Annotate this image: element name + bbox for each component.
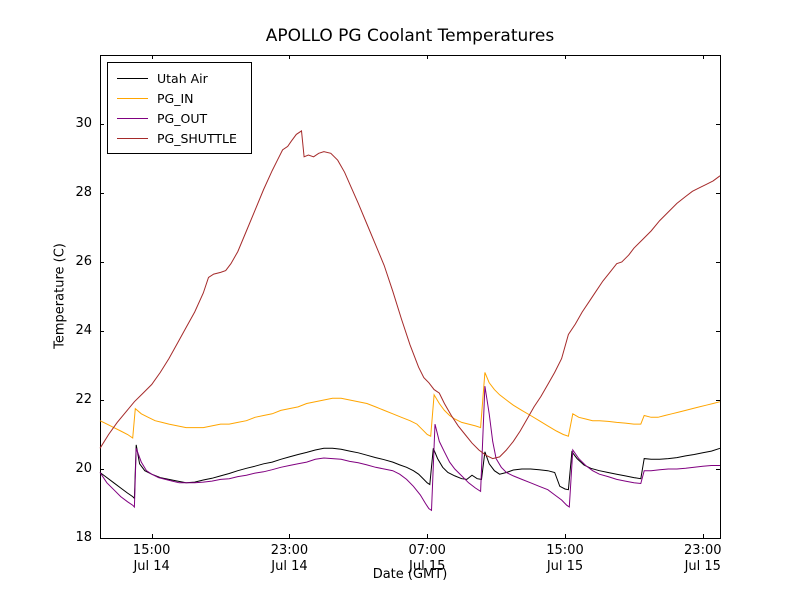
series-line-pg-in	[99, 372, 721, 439]
x-tick-date: Jul 15	[546, 559, 584, 575]
legend-line-utah-air	[117, 77, 148, 79]
legend-label-pg-shuttle: PG_SHUTTLE	[157, 130, 237, 146]
legend-entry-pg-out: PG_OUT	[117, 110, 237, 126]
x-tick-label: 15:00 Jul 14	[132, 543, 171, 575]
legend-line-pg-in	[117, 97, 148, 99]
series-line-pg-out	[99, 386, 720, 512]
y-tick-label: 24	[75, 323, 92, 338]
x-tick-date: Jul 14	[271, 559, 308, 575]
legend-entry-pg-in: PG_IN	[117, 90, 237, 106]
series-line-pg-shuttle	[99, 130, 721, 460]
legend-label-utah-air: Utah Air	[157, 70, 208, 86]
x-tick-date: Jul 15	[409, 559, 446, 575]
y-tick-label: 18	[75, 530, 92, 545]
legend-line-pg-shuttle	[117, 137, 148, 139]
y-tick-label: 28	[75, 185, 92, 200]
x-tick-label: 15:00 Jul 15	[546, 543, 584, 575]
legend-label-pg-in: PG_IN	[157, 90, 194, 106]
x-tick-date: Jul 14	[133, 559, 170, 575]
x-tick-label: 07:00 Jul 15	[408, 543, 446, 575]
series-line-utah-air	[99, 444, 721, 500]
y-tick-label: 22	[75, 392, 92, 407]
legend: Utah Air PG_IN PG_OUT PG_SHUTTLE	[107, 62, 252, 154]
axes-frame	[100, 55, 721, 539]
legend-entry-pg-shuttle: PG_SHUTTLE	[117, 130, 237, 146]
legend-label-pg-out: PG_OUT	[157, 110, 208, 126]
chart-title: APOLLO PG Coolant Temperatures	[265, 26, 555, 46]
x-tick-date: Jul 15	[684, 559, 721, 575]
x-axis-label: Date (GMT)	[372, 567, 448, 582]
y-tick-label: 26	[75, 254, 92, 269]
legend-entry-utah-air: Utah Air	[117, 70, 237, 86]
legend-line-pg-out	[117, 117, 148, 119]
y-tick-label: 30	[75, 116, 92, 131]
x-tick-label: 23:00 Jul 14	[270, 543, 309, 575]
y-tick-label: 20	[75, 461, 92, 476]
x-tick-label: 23:00 Jul 15	[684, 543, 722, 575]
